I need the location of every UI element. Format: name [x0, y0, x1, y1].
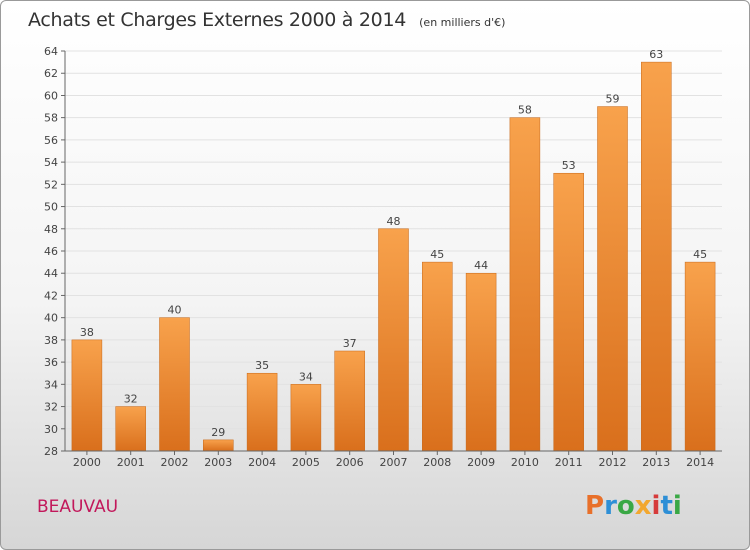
x-tick-label: 2004	[248, 456, 276, 469]
bar-value-label: 44	[474, 259, 488, 272]
y-tick-label: 54	[44, 156, 58, 169]
bar-value-label: 63	[649, 48, 663, 61]
bar-value-label: 58	[518, 104, 532, 117]
bar	[115, 406, 146, 452]
bar-value-label: 48	[387, 215, 401, 228]
bar-value-label: 29	[211, 426, 225, 439]
logo-letter: P	[585, 491, 605, 521]
x-tick-label: 2014	[686, 456, 714, 469]
logo-letter: x	[634, 491, 652, 521]
y-tick-label: 32	[44, 401, 58, 414]
bar	[334, 350, 365, 452]
bar-value-label: 45	[693, 248, 707, 261]
x-tick-label: 2005	[292, 456, 320, 469]
bar	[159, 317, 190, 452]
y-tick-label: 52	[44, 178, 58, 191]
bar-value-label: 38	[80, 326, 94, 339]
y-axis: 28 30 32 34 36 38 40 42 44 46 48 50 52 54 56 58 60 62 64	[44, 45, 66, 458]
chart-title-block: Achats et Charges Externes 2000 à 2014 (…	[28, 9, 505, 31]
y-tick-label: 50	[44, 201, 58, 214]
y-tick-label: 34	[44, 378, 58, 391]
chart-unit: (en milliers d'€)	[419, 16, 506, 29]
y-tick-label: 58	[44, 112, 58, 125]
bar-value-label: 37	[343, 337, 357, 350]
x-tick-label: 2003	[204, 456, 232, 469]
y-tick-label: 40	[44, 312, 58, 325]
y-tick-label: 36	[44, 356, 58, 369]
y-tick-label: 62	[44, 67, 58, 80]
y-tick-label: 64	[44, 45, 58, 58]
bar	[509, 117, 541, 452]
x-tick-label: 2000	[73, 456, 101, 469]
chart-title: Achats et Charges Externes 2000 à 2014	[28, 9, 407, 31]
logo-letter: t	[660, 491, 673, 521]
x-tick-label: 2010	[511, 456, 539, 469]
logo-letter: o	[616, 491, 635, 521]
bar	[246, 372, 278, 452]
bar-value-label: 35	[255, 359, 269, 372]
x-tick-label: 2008	[423, 456, 451, 469]
bar	[597, 106, 628, 452]
bar-value-label: 59	[606, 93, 620, 106]
x-tick-label: 2001	[117, 456, 145, 469]
bar	[203, 439, 234, 452]
y-tick-label: 60	[44, 89, 58, 102]
x-tick-label: 2006	[336, 456, 364, 469]
logo-letter: i	[672, 491, 682, 521]
x-tick-label: 2012	[599, 456, 627, 469]
y-tick-label: 44	[44, 267, 58, 280]
bar	[290, 384, 322, 452]
bars: 38 32 40 29 35 34 37 48 45 44 58 53 59 63 45	[71, 48, 716, 452]
y-tick-label: 46	[44, 245, 58, 258]
bar	[71, 339, 103, 452]
x-tick-label: 2007	[380, 456, 408, 469]
bar-value-label: 32	[124, 393, 138, 406]
x-tick-label: 2002	[161, 456, 189, 469]
bar	[684, 261, 716, 452]
x-axis: 2000 2001 2002 2003 2004 2005 2006 2007 2008 2009…	[65, 450, 722, 469]
bar	[465, 272, 497, 452]
y-tick-label: 42	[44, 289, 58, 302]
bar	[422, 261, 453, 452]
bar	[553, 172, 584, 452]
y-tick-label: 28	[44, 445, 58, 458]
x-tick-label: 2013	[642, 456, 670, 469]
bar-value-label: 34	[299, 370, 313, 383]
bar	[641, 61, 672, 452]
commune-name: BEAUVAU	[37, 497, 119, 517]
x-tick-label: 2011	[555, 456, 583, 469]
proxiti-logo: Proxiti	[585, 491, 682, 521]
bar-value-label: 45	[430, 248, 444, 261]
bar-value-label: 53	[562, 159, 576, 172]
logo-letter: i	[651, 491, 661, 521]
y-tick-label: 38	[44, 334, 58, 347]
bar-value-label: 40	[168, 304, 182, 317]
y-tick-label: 48	[44, 223, 58, 236]
y-tick-label: 30	[44, 423, 58, 436]
bar	[378, 228, 409, 452]
logo-letter: r	[604, 491, 617, 521]
x-tick-label: 2009	[467, 456, 495, 469]
y-tick-label: 56	[44, 134, 58, 147]
